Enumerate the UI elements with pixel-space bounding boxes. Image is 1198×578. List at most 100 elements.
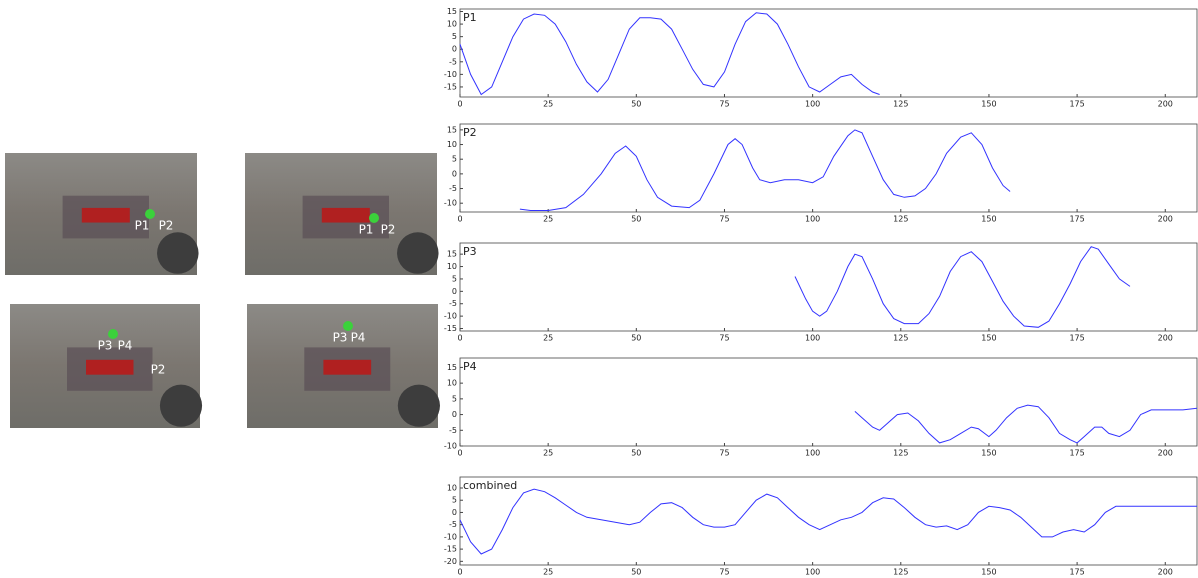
- plot-frame: [459, 242, 1198, 332]
- y-tick-label: 5: [452, 274, 457, 283]
- marker-label: P2: [381, 223, 396, 237]
- y-tick-label: 15: [447, 125, 457, 134]
- y-tick-label: 5: [452, 32, 457, 41]
- y-tick-label: 10: [447, 262, 457, 271]
- x-tick-label: 150: [981, 215, 996, 224]
- x-tick-label: 200: [1158, 100, 1173, 109]
- data-line: [854, 404, 1198, 444]
- marker-label: P1: [135, 219, 150, 233]
- x-tick-label: 75: [719, 215, 729, 224]
- plate: [397, 384, 440, 427]
- x-tick-label: 50: [631, 215, 641, 224]
- y-tick-label: 5: [452, 496, 457, 505]
- plot-frame: [459, 123, 1198, 213]
- data-line: [794, 246, 1131, 328]
- y-tick-label: 15: [447, 250, 457, 259]
- y-tick-label: -15: [444, 545, 457, 554]
- chart-title: P2: [463, 126, 477, 139]
- x-tick-label: 150: [981, 568, 996, 577]
- marker-label: P4: [118, 339, 133, 353]
- y-tick-label: 5: [452, 155, 457, 164]
- plate: [157, 232, 199, 274]
- x-tick-label: 100: [805, 568, 820, 577]
- video-frame: P3 P4 P2: [10, 304, 203, 428]
- data-line: [459, 12, 880, 96]
- marker-label: P3: [333, 331, 348, 345]
- x-tick-label: 125: [893, 100, 908, 109]
- x-tick-label: 0: [457, 449, 462, 458]
- x-tick-label: 0: [457, 334, 462, 343]
- x-tick-label: 25: [543, 334, 553, 343]
- x-tick-label: 150: [981, 100, 996, 109]
- y-tick-label: 0: [452, 508, 457, 517]
- x-tick-label: 50: [631, 449, 641, 458]
- x-tick-label: 125: [893, 568, 908, 577]
- x-tick-label: 0: [457, 100, 462, 109]
- y-tick-label: -5: [449, 520, 457, 529]
- y-tick-label: 0: [452, 45, 457, 54]
- y-tick-label: 15: [447, 7, 457, 16]
- x-tick-label: 100: [805, 449, 820, 458]
- y-tick-label: 0: [452, 169, 457, 178]
- x-tick-label: 75: [719, 568, 729, 577]
- y-tick-label: 0: [452, 410, 457, 419]
- x-tick-label: 25: [543, 100, 553, 109]
- video-frame: P1 P2: [245, 153, 439, 275]
- y-tick-label: -10: [444, 312, 457, 321]
- data-line: [459, 488, 1197, 555]
- chart-title: P4: [463, 360, 477, 373]
- x-tick-label: 150: [981, 334, 996, 343]
- x-tick-label: 175: [1069, 568, 1084, 577]
- video-frame: P3 P4: [247, 304, 440, 428]
- x-tick-label: 200: [1158, 568, 1173, 577]
- marker-label: P4: [351, 331, 366, 345]
- x-tick-label: 25: [543, 568, 553, 577]
- y-tick-label: -5: [449, 57, 457, 66]
- marker: [369, 213, 379, 223]
- x-tick-label: 175: [1069, 100, 1084, 109]
- y-tick-label: 10: [447, 140, 457, 149]
- marker-label: P1: [359, 223, 374, 237]
- marker-label: P2: [159, 219, 174, 233]
- x-tick-label: 150: [981, 449, 996, 458]
- plot-frame: [459, 357, 1198, 447]
- x-tick-label: 0: [457, 568, 462, 577]
- y-tick-label: -10: [444, 532, 457, 541]
- x-tick-label: 175: [1069, 215, 1084, 224]
- x-tick-label: 175: [1069, 334, 1084, 343]
- marker: [108, 329, 118, 339]
- y-tick-label: -10: [444, 70, 457, 79]
- x-tick-label: 25: [543, 449, 553, 458]
- athlete: [321, 207, 370, 223]
- x-tick-label: 75: [719, 334, 729, 343]
- x-tick-label: 200: [1158, 449, 1173, 458]
- x-tick-label: 75: [719, 449, 729, 458]
- y-tick-label: 10: [447, 20, 457, 29]
- y-tick-label: 15: [447, 363, 457, 372]
- video-frame: P1 P2: [5, 153, 199, 275]
- y-tick-label: 5: [452, 394, 457, 403]
- marker: [145, 209, 155, 219]
- y-tick-label: 10: [447, 379, 457, 388]
- marker: [343, 321, 353, 331]
- x-tick-label: 200: [1158, 215, 1173, 224]
- x-tick-label: 25: [543, 215, 553, 224]
- athlete: [323, 359, 372, 375]
- x-tick-label: 50: [631, 568, 641, 577]
- y-tick-label: -5: [449, 426, 457, 435]
- marker-label: P2: [151, 363, 166, 377]
- chart-title: combined: [463, 479, 517, 492]
- x-tick-label: 0: [457, 215, 462, 224]
- plate: [159, 384, 203, 427]
- y-tick-label: -15: [444, 82, 457, 91]
- x-tick-label: 100: [805, 334, 820, 343]
- plot-frame: [459, 8, 1198, 98]
- marker-label: P3: [98, 339, 113, 353]
- plate: [397, 232, 439, 274]
- x-tick-label: 125: [893, 334, 908, 343]
- chart-title: P1: [463, 11, 477, 24]
